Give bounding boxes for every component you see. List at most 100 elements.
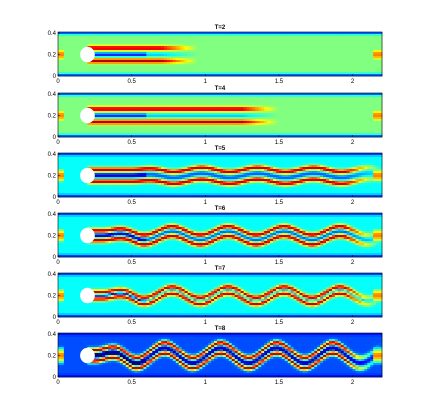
heatmap-cell: [208, 36, 212, 39]
heatmap-cell: [320, 101, 324, 104]
heatmap-cell: [122, 40, 127, 43]
heatmap-cell: [143, 115, 147, 118]
heatmap-cell: [249, 125, 253, 128]
heatmap-cell: [287, 52, 292, 55]
heatmap-cell: [66, 46, 71, 49]
heatmap-cell: [228, 54, 233, 57]
heatmap-cell: [187, 46, 191, 49]
heatmap-cell: [175, 34, 180, 37]
heatmap-cell: [367, 135, 371, 138]
heatmap-cell: [105, 48, 109, 51]
heatmap-cell: [252, 56, 256, 59]
heatmap-cell: [323, 103, 327, 106]
heatmap-cell: [331, 32, 336, 35]
heatmap-cell: [340, 121, 345, 124]
heatmap-cell: [111, 127, 115, 130]
heatmap-cell: [284, 109, 289, 112]
heatmap-cell: [222, 74, 227, 77]
heatmap-cell: [302, 131, 306, 134]
heatmap-cell: [125, 111, 130, 114]
heatmap-cell: [58, 48, 62, 51]
heatmap-cell: [299, 40, 303, 43]
heatmap-cell: [317, 70, 321, 73]
heatmap-cell: [96, 74, 100, 77]
heatmap-cell: [125, 115, 130, 118]
heatmap-cell: [66, 183, 71, 186]
heatmap-cell: [352, 40, 356, 43]
heatmap-cell: [84, 42, 88, 45]
heatmap-cell: [334, 111, 339, 114]
heatmap-cell: [193, 52, 197, 55]
heatmap-cell: [140, 103, 144, 106]
heatmap-cell: [311, 115, 315, 118]
heatmap-cell: [158, 52, 162, 55]
heatmap-cell: [78, 111, 82, 114]
heatmap-cell: [60, 105, 65, 108]
heatmap-cell: [249, 60, 253, 63]
heatmap-cell: [234, 133, 239, 136]
heatmap-cell: [66, 153, 71, 156]
heatmap-cell: [193, 129, 197, 132]
heatmap-cell: [60, 125, 65, 128]
heatmap-cell: [261, 42, 265, 45]
heatmap-cell: [205, 99, 209, 102]
heatmap-cell: [364, 103, 368, 106]
heatmap-cell: [252, 70, 256, 73]
heatmap-cell: [237, 93, 242, 96]
heatmap-cell: [281, 56, 286, 59]
heatmap-cell: [119, 113, 124, 116]
heatmap-cell: [58, 50, 62, 53]
heatmap-cell: [208, 99, 212, 102]
heatmap-cell: [249, 117, 253, 120]
heatmap-cell: [169, 109, 174, 112]
heatmap-cell: [361, 50, 365, 53]
heatmap-cell: [320, 95, 324, 98]
heatmap-cell: [249, 133, 253, 136]
heatmap-cell: [202, 42, 206, 45]
heatmap-cell: [60, 153, 65, 156]
heatmap-cell: [358, 113, 362, 116]
heatmap-cell: [364, 62, 368, 65]
heatmap-cell: [196, 54, 200, 57]
heatmap-cell: [99, 125, 103, 128]
heatmap-cell: [175, 113, 180, 116]
heatmap-cell: [211, 40, 215, 43]
heatmap-cell: [66, 64, 71, 67]
heatmap-cell: [58, 157, 62, 160]
heatmap-cell: [90, 127, 94, 130]
heatmap-cell: [361, 54, 365, 57]
heatmap-cell: [228, 119, 233, 122]
heatmap-cell: [278, 68, 283, 71]
heatmap-cell: [346, 131, 350, 134]
heatmap-cell: [334, 129, 339, 132]
heatmap-cell: [355, 72, 359, 75]
heatmap-cell: [58, 66, 62, 69]
heatmap-cell: [281, 113, 286, 116]
heatmap-cell: [358, 58, 362, 61]
heatmap-cell: [246, 133, 250, 136]
heatmap-cell: [349, 54, 353, 57]
heatmap-cell: [63, 36, 68, 39]
heatmap-cell: [293, 131, 297, 134]
heatmap-cell: [220, 123, 224, 126]
heatmap-cell: [228, 111, 233, 114]
heatmap-cell: [60, 58, 65, 61]
heatmap-cell: [264, 60, 268, 63]
heatmap-cell: [281, 103, 286, 106]
heatmap-cell: [184, 121, 188, 124]
heatmap-cell: [58, 119, 62, 122]
heatmap-cell: [376, 34, 380, 37]
heatmap-cell: [220, 125, 224, 128]
heatmap-cell: [346, 56, 350, 59]
heatmap-cell: [346, 48, 350, 51]
heatmap-cell: [93, 48, 97, 51]
heatmap-cell: [331, 70, 336, 73]
heatmap-cell: [140, 123, 144, 126]
heatmap-cell: [267, 115, 271, 118]
heatmap-cell: [255, 119, 259, 122]
heatmap-cell: [93, 115, 97, 118]
heatmap-cell: [376, 50, 380, 53]
heatmap-cell: [228, 93, 233, 96]
heatmap-cell: [78, 131, 82, 134]
heatmap-cell: [119, 129, 124, 132]
